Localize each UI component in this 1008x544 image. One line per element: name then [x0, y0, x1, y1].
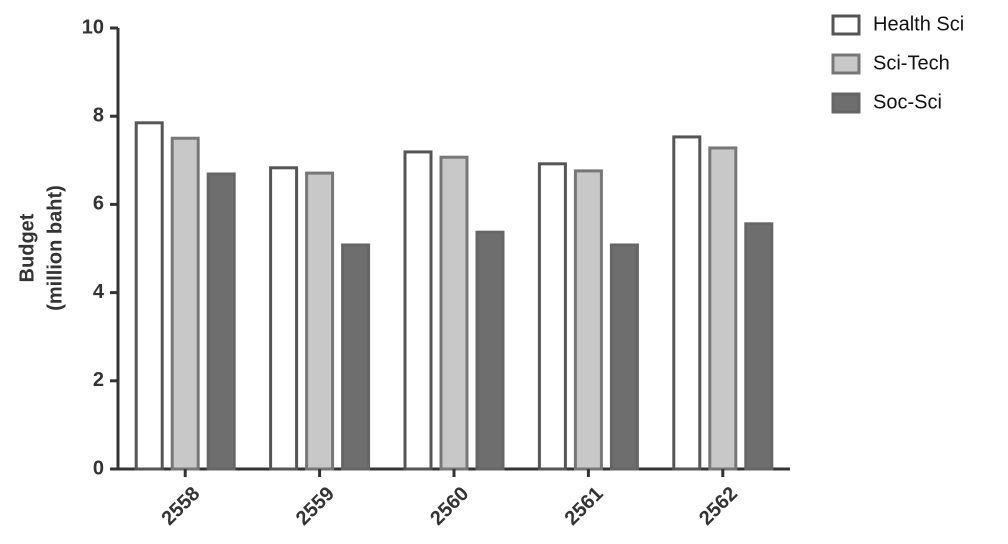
bar — [573, 169, 603, 471]
y-tick-label: 10 — [82, 16, 104, 38]
bar — [341, 243, 371, 471]
legend-swatch — [831, 14, 861, 36]
bar — [269, 166, 299, 471]
legend-swatch — [831, 92, 861, 114]
legend-label: Sci-Tech — [873, 52, 950, 74]
y-tick-label: 2 — [93, 369, 104, 391]
y-tick-label: 4 — [93, 281, 105, 303]
y-axis-label: Budget — [16, 213, 38, 282]
bar — [170, 136, 200, 471]
x-tick-label: 2561 — [561, 483, 608, 530]
bar — [305, 171, 335, 471]
bar — [403, 150, 433, 471]
y-axis-label: (million baht) — [44, 185, 66, 311]
x-tick-label: 2558 — [157, 483, 204, 530]
bar — [206, 172, 236, 471]
y-tick-label: 0 — [93, 457, 104, 479]
bar — [475, 230, 505, 471]
legend-swatch — [831, 53, 861, 75]
x-tick-label: 2562 — [695, 483, 742, 530]
bar — [744, 222, 774, 471]
x-tick-label: 2560 — [426, 483, 473, 530]
y-tick-label: 8 — [93, 104, 104, 126]
x-tick-label: 2559 — [292, 483, 339, 530]
bar — [672, 135, 702, 471]
bar — [439, 155, 469, 471]
legend-label: Health Sci — [873, 13, 964, 35]
bar — [609, 243, 639, 471]
y-tick-label: 6 — [93, 193, 104, 215]
bar — [537, 162, 567, 471]
bar — [134, 121, 164, 471]
bar — [708, 146, 738, 471]
legend-label: Soc-Sci — [873, 91, 942, 113]
